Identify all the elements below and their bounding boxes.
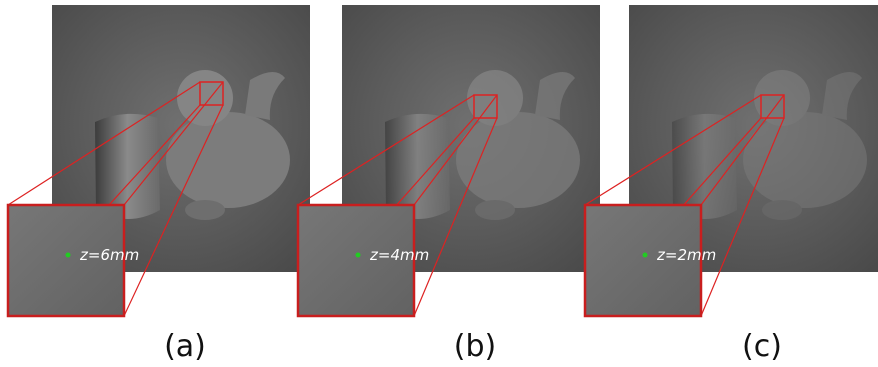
panel-label: (c): [742, 329, 782, 364]
panel-label: (a): [164, 329, 206, 364]
duck-body: [743, 112, 867, 208]
panel: z=6mm (a): [8, 5, 310, 364]
depth-label: z=2mm: [656, 246, 716, 264]
duck-head: [177, 70, 233, 126]
panel-label: (b): [454, 329, 496, 364]
page: z=6mm(a)z=4mm(b)z=2mm(c) (() => { const …: [0, 0, 878, 367]
panel: z=4mm (b): [298, 5, 600, 364]
focus-point: [66, 253, 71, 258]
focus-point: [356, 253, 361, 258]
duck-body: [456, 112, 580, 208]
depth-label: z=4mm: [369, 246, 429, 264]
panel: z=2mm (c): [585, 5, 878, 364]
duck-foot: [475, 200, 515, 220]
duck-body: [166, 112, 290, 208]
panels: z=6mm (a) z=4mm (b) z=2mm (c): [8, 5, 878, 364]
focus-point: [643, 253, 648, 258]
duck-foot: [185, 200, 225, 220]
depth-label: z=6mm: [79, 246, 139, 264]
cup: [95, 114, 160, 219]
figure: z=6mm (a) z=4mm (b) z=2mm (c): [0, 0, 878, 367]
duck-foot: [762, 200, 802, 220]
